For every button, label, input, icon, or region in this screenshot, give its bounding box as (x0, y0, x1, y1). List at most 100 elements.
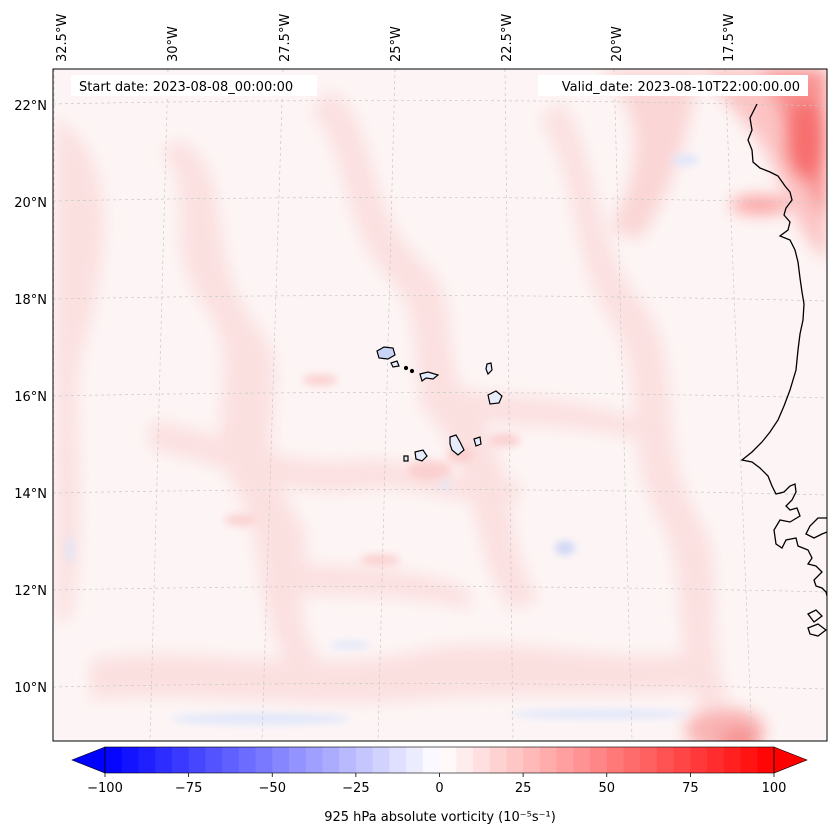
colorbar-segment (556, 747, 574, 773)
gridline-lat (53, 586, 827, 593)
colorbar-segment (673, 747, 691, 773)
island-islet (409, 368, 415, 374)
colorbar-segment (523, 747, 541, 773)
coastline (740, 103, 827, 637)
colorbar-tick-label: 50 (598, 781, 615, 796)
colorbar-tick-label: 0 (435, 781, 443, 796)
island-boa-vista (487, 390, 503, 405)
colorbar-tick-label: 100 (762, 781, 787, 796)
colorbar-segment (138, 747, 156, 773)
gridline-lat (53, 489, 827, 496)
header: Start date: 2023-08-08_00:00:00 Valid_da… (71, 75, 808, 96)
africa-coastline (740, 103, 827, 597)
lat-label: 10°N (14, 681, 47, 696)
cape-verde-islands (376, 346, 503, 462)
gridline-lon (613, 69, 633, 741)
lat-label: 20°N (14, 196, 47, 211)
island-outline (807, 623, 827, 637)
colorbar-segment (757, 747, 775, 773)
colorbar-segment (372, 747, 390, 773)
longitude-labels: 32.5°W 30°W 27.5°W 25°W 22.5°W 20°W 17.5… (55, 14, 737, 62)
colorbar-tick-label: −75 (175, 781, 202, 796)
lat-label: 12°N (14, 584, 47, 599)
valid-date-label: Valid_date: 2023-08-10T22:00:00.00 (562, 80, 800, 95)
colorbar-segment (188, 747, 206, 773)
colorbar-segment (656, 747, 675, 773)
colorbar-segment (322, 747, 340, 773)
lon-label: 20°W (610, 26, 625, 62)
colorbar-ticks: −100 −75 −50 −25 0 25 50 75 100 (87, 773, 786, 796)
island-santiago (449, 434, 465, 456)
colorbar-segment (472, 747, 491, 773)
colorbar-segments (105, 747, 775, 773)
gridline-lat (53, 197, 827, 204)
colorbar-segment (205, 747, 223, 773)
colorbar-segment (105, 747, 123, 773)
colorbar-tick-label: −50 (259, 781, 286, 796)
gridline-lon (724, 69, 753, 741)
island-outline (807, 609, 823, 623)
colorbar-segment (740, 747, 758, 773)
colorbar-segment (456, 747, 474, 773)
gridline-lon (377, 69, 396, 741)
colorbar-segment (573, 747, 591, 773)
lat-label: 22°N (14, 99, 47, 114)
gridline-lat (53, 295, 827, 302)
colorbar-segment (623, 747, 641, 773)
colorbar-tick-label: −25 (342, 781, 369, 796)
island-santa-luzia (403, 365, 409, 371)
colorbar-segment (222, 747, 240, 773)
gridline-lon (261, 69, 284, 741)
island-fogo (414, 449, 428, 462)
colorbar-segment (506, 747, 524, 773)
colorbar-segment (539, 747, 558, 773)
lat-label: 16°N (14, 390, 47, 405)
gridline-lon (149, 69, 169, 741)
colorbar-segment (606, 747, 625, 773)
gridline-lon (504, 69, 514, 741)
colorbar: −100 −75 −50 −25 0 25 50 75 100 925 hPa absolute… (71, 746, 808, 825)
colorbar-segment (723, 747, 742, 773)
colorbar-segment (339, 747, 357, 773)
island-sao-nicolau (419, 371, 440, 383)
map-border (52, 68, 828, 742)
lon-label: 22.5°W (500, 14, 515, 62)
colorbar-segment (640, 747, 658, 773)
colorbar-segment (422, 747, 441, 773)
map-panel (53, 69, 827, 741)
gridline-lat (53, 392, 827, 399)
colorbar-arrow-left (71, 746, 106, 774)
colorbar-tick-label: 75 (682, 781, 699, 796)
island-maio (473, 436, 482, 447)
start-date-label: Start date: 2023-08-08_00:00:00 (79, 80, 293, 95)
vorticity-field (55, 69, 827, 741)
valid-date-box (538, 75, 808, 96)
colorbar-tick-label: −100 (87, 781, 123, 796)
gridline-lat (53, 100, 827, 107)
lat-label: 18°N (14, 293, 47, 308)
colorbar-segment (389, 747, 407, 773)
colorbar-segment (121, 747, 140, 773)
colorbar-segment (489, 747, 508, 773)
island-sao-vicente (390, 360, 400, 368)
start-date-box (71, 75, 317, 96)
colorbar-segment (590, 747, 608, 773)
gridlines (53, 69, 827, 741)
colorbar-arrow-right (773, 746, 808, 774)
colorbar-segment (355, 747, 374, 773)
lon-label: 27.5°W (278, 14, 293, 62)
gridline-lat (53, 683, 827, 690)
colorbar-segment (272, 747, 290, 773)
colorbar-segment (406, 747, 424, 773)
colorbar-segment (439, 747, 457, 773)
africa-coastline-south (805, 517, 827, 539)
colorbar-segment (690, 747, 708, 773)
colorbar-segment (238, 747, 257, 773)
latitude-labels: 22°N 20°N 18°N 16°N 14°N 12°N 10°N (14, 99, 47, 696)
lon-label: 32.5°W (55, 14, 70, 62)
island-santo-antao (376, 346, 396, 360)
colorbar-label: 925 hPa absolute vorticity (10⁻⁵s⁻¹) (324, 810, 556, 825)
colorbar-segment (288, 747, 307, 773)
island-brava (403, 455, 409, 462)
